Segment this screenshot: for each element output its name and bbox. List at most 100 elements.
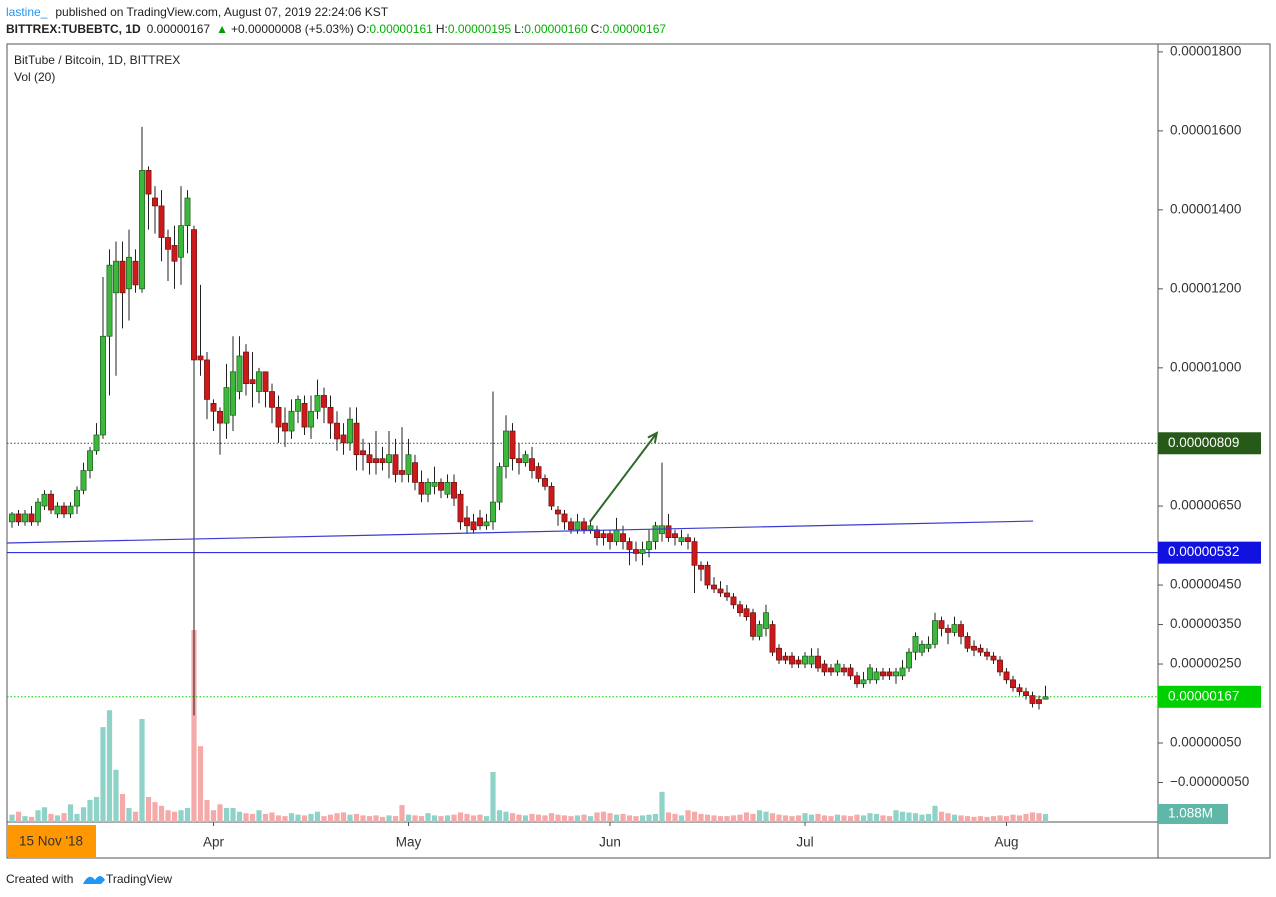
volume-bar <box>470 815 477 822</box>
y-tick-label: 0.00001400 <box>1170 201 1241 216</box>
candle-body <box>191 229 197 361</box>
footer-brand: TradingView <box>106 872 172 886</box>
volume-bar <box>802 813 808 822</box>
candle-body <box>470 521 477 531</box>
volume-name: Vol (20) <box>14 70 55 84</box>
volume-bar <box>262 813 269 822</box>
candle-body <box>145 170 152 195</box>
candle-body <box>236 355 243 392</box>
volume-bar <box>990 816 997 822</box>
price-label-box <box>1158 541 1261 564</box>
logo-icon <box>83 876 105 884</box>
volume-bar <box>197 746 204 822</box>
candle-body <box>828 667 834 673</box>
candle-body <box>555 509 561 515</box>
volume-bar <box>600 811 607 822</box>
candle-body <box>321 395 327 408</box>
volume-bar <box>581 814 587 822</box>
candle-body <box>496 466 503 503</box>
candle-body <box>1036 699 1042 704</box>
field-value: 0.00000161 <box>369 22 433 36</box>
volume-bar <box>379 816 386 822</box>
volume-bar <box>997 815 1003 822</box>
candle-body <box>451 482 457 499</box>
volume-bar <box>139 719 145 822</box>
volume-bar <box>821 815 828 822</box>
candle-body <box>522 454 529 463</box>
candle-body <box>873 671 880 681</box>
volume-bar <box>334 813 340 822</box>
x-tick-label: Aug <box>994 835 1018 850</box>
field-key: C: <box>591 22 603 36</box>
volume-bar <box>165 810 171 822</box>
candle-body <box>626 541 633 550</box>
field-value: 0.00000195 <box>448 22 512 36</box>
volume-bar <box>275 815 282 822</box>
candle-body <box>48 493 54 511</box>
candle-body <box>41 493 48 507</box>
volume-bar <box>626 815 633 822</box>
chart-title: BitTube / Bitcoin, 1D, BITTREX <box>14 53 180 67</box>
candle-body <box>600 533 607 539</box>
y-tick-label: 0.00001600 <box>1170 122 1241 137</box>
volume-bar <box>204 799 210 822</box>
candle-body <box>67 505 74 515</box>
volume-bar <box>87 799 93 822</box>
candle-body <box>373 458 379 463</box>
candle-body <box>756 624 763 637</box>
y-tick-label: 0.00000250 <box>1170 656 1241 671</box>
volume-bar <box>704 814 711 822</box>
volume-bar <box>243 813 249 822</box>
volume-bar <box>217 804 223 822</box>
candle-body <box>444 482 451 495</box>
volume-bar <box>152 802 158 822</box>
candle-body <box>418 482 425 495</box>
candle-body <box>80 470 87 491</box>
volume-bar <box>113 769 119 822</box>
volume-bar <box>503 811 509 822</box>
candle-body <box>516 458 522 463</box>
candle-body <box>126 256 132 290</box>
volume-bar <box>639 815 646 822</box>
candle-body <box>100 335 106 436</box>
volume-bar <box>730 815 737 822</box>
candle-body <box>282 422 288 432</box>
tradingview-logo <box>83 876 105 884</box>
candle-body <box>763 612 769 629</box>
candle-body <box>854 675 860 685</box>
candle-body <box>945 628 951 633</box>
volume-bar <box>886 816 893 822</box>
volume-bar <box>295 814 301 822</box>
volume-bar <box>100 727 106 822</box>
volume-bar <box>880 815 886 822</box>
volume-bar <box>919 814 925 822</box>
volume-bar <box>249 813 256 822</box>
field-value: 0.00000167 <box>603 22 667 36</box>
header-line-2: BITTREX:TUBEBTC, 1D 0.00000167 ▲ +0.0000000… <box>6 22 666 36</box>
volume-bar <box>698 813 704 822</box>
candle-body <box>230 371 236 416</box>
volume-bar <box>321 816 327 822</box>
candle-body <box>223 387 230 424</box>
volume-bar <box>288 813 295 822</box>
volume-bar <box>451 814 457 822</box>
candle-body <box>197 355 204 361</box>
volume-bar <box>977 816 984 822</box>
arrow-head <box>647 431 659 444</box>
candle-body <box>808 655 815 665</box>
candle-body <box>815 655 821 669</box>
volume-bar <box>945 813 951 822</box>
price-label: 0.00000167 <box>1168 688 1239 703</box>
candle-body <box>574 521 581 531</box>
field-key: H: <box>436 22 448 36</box>
candle-body <box>54 505 61 515</box>
volume-bar <box>548 813 555 822</box>
candle-body <box>633 549 639 554</box>
candle-body <box>893 671 899 677</box>
y-tick-label: 0.00001000 <box>1170 359 1241 374</box>
candle-body <box>256 371 262 392</box>
candle-body <box>503 430 509 467</box>
candle-body <box>958 624 964 637</box>
volume-bar <box>828 816 834 822</box>
